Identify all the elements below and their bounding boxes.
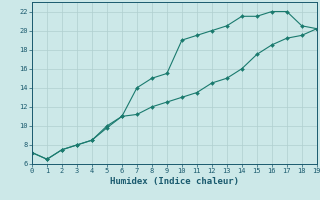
X-axis label: Humidex (Indice chaleur): Humidex (Indice chaleur) [110,177,239,186]
